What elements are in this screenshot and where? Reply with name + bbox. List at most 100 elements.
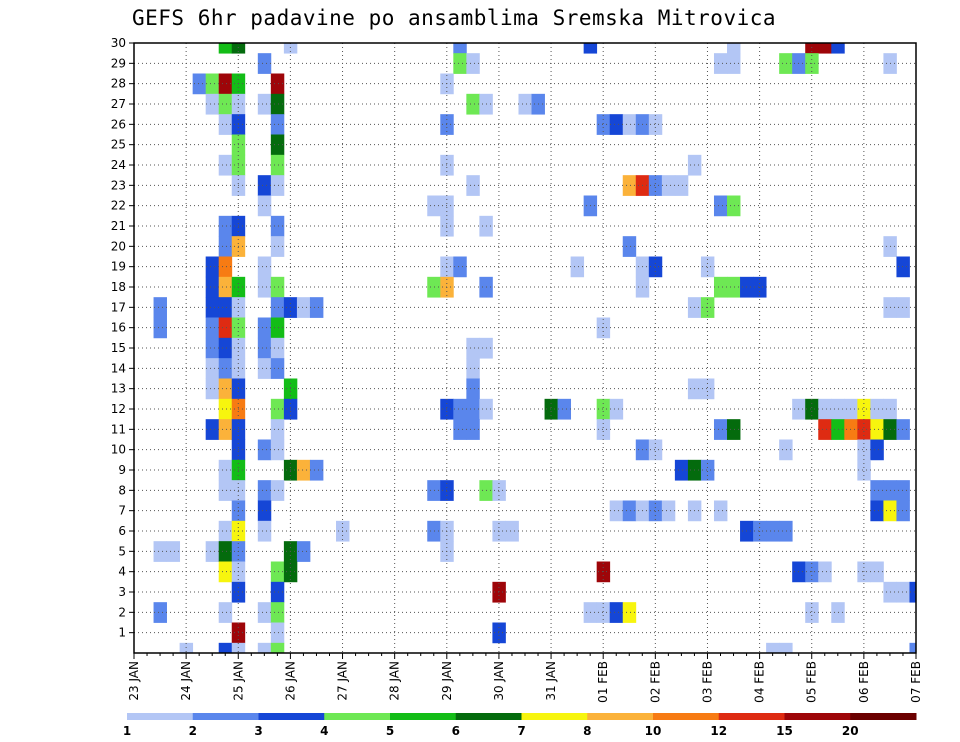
heatmap-cell — [257, 317, 272, 339]
colorbar-segment — [784, 713, 851, 720]
heatmap-cell — [609, 114, 624, 135]
heatmap-cell — [270, 134, 285, 156]
heatmap-cell — [257, 358, 272, 379]
heatmap-cell — [153, 297, 167, 318]
heatmap-cell — [270, 154, 285, 176]
y-tick-label: 4 — [118, 565, 126, 579]
heatmap-cell — [257, 256, 272, 278]
heatmap-cell — [257, 337, 272, 359]
x-tick-label: 26 JAN — [283, 661, 297, 701]
heatmap-cell — [270, 175, 285, 196]
heatmap-cell — [257, 642, 272, 654]
heatmap-cell — [205, 276, 220, 298]
colorbar-segment — [324, 713, 391, 720]
heatmap-cell — [596, 114, 611, 135]
heatmap-cell — [153, 602, 167, 623]
heatmap-cell — [218, 520, 233, 542]
heatmap-cell — [674, 175, 689, 196]
heatmap-cell — [700, 459, 715, 481]
x-tick-label: 24 JAN — [179, 661, 193, 701]
heatmap-cell — [870, 561, 884, 583]
heatmap-cell — [896, 581, 910, 603]
heatmap-cell — [270, 642, 285, 654]
colorbar-label: 6 — [452, 724, 460, 738]
heatmap-cell — [270, 215, 285, 237]
heatmap-cell — [283, 43, 298, 54]
heatmap-cell — [453, 53, 467, 74]
y-tick-label: 22 — [111, 199, 126, 213]
y-tick-label: 12 — [111, 402, 126, 416]
heatmap-cell — [844, 419, 858, 440]
colorbar-segment — [718, 713, 785, 720]
heatmap-cell — [257, 439, 272, 461]
colorbar-segment — [521, 713, 588, 720]
heatmap-cell — [309, 297, 324, 318]
x-tick-label: 27 JAN — [336, 661, 350, 701]
heatmap-cell — [727, 419, 741, 440]
colorbar-segment — [653, 713, 720, 720]
heatmap-cell — [596, 419, 611, 440]
y-tick-label: 29 — [111, 56, 126, 70]
heatmap-cell — [466, 358, 480, 379]
y-tick-label: 30 — [111, 36, 126, 50]
heatmap-cell — [609, 602, 624, 623]
y-tick-label: 7 — [118, 504, 126, 518]
heatmap-cell — [622, 602, 637, 623]
heatmap-cell — [609, 398, 624, 420]
heatmap-cell — [466, 378, 480, 400]
heatmap-cell — [270, 297, 285, 318]
heatmap-cell — [218, 93, 233, 115]
heatmap-cell — [870, 500, 884, 522]
heatmap-cell — [492, 622, 506, 644]
heatmap-cell — [218, 398, 233, 420]
heatmap-cell — [909, 642, 917, 654]
heatmap-cell — [805, 602, 819, 623]
heatmap-cell — [453, 256, 467, 278]
heatmap-cell — [648, 439, 663, 461]
heatmap-cell — [257, 520, 272, 542]
heatmap-cell — [218, 317, 233, 339]
heatmap-cell — [622, 236, 637, 257]
heatmap-cell — [179, 642, 194, 654]
x-tick-label: 28 JAN — [388, 661, 402, 701]
heatmap-cell — [713, 195, 728, 217]
heatmap-cell — [818, 398, 832, 420]
heatmap-cell — [713, 419, 728, 440]
colorbar-segment — [127, 713, 194, 720]
heatmap-cell — [270, 236, 285, 257]
heatmap-cell — [270, 114, 285, 135]
colorbar-segment — [850, 713, 917, 720]
heatmap-cell — [453, 43, 467, 54]
heatmap-cell — [296, 297, 311, 318]
heatmap-cell — [218, 480, 233, 501]
heatmap-cell — [492, 480, 506, 501]
x-tick-label: 06 FEB — [857, 661, 871, 703]
heatmap-cell — [218, 459, 233, 481]
heatmap-cell — [622, 175, 637, 196]
heatmap-cell — [205, 297, 220, 318]
heatmap-cell — [648, 256, 663, 278]
heatmap-cell — [218, 337, 233, 359]
heatmap-cell — [453, 419, 467, 440]
chart-title: GEFS 6hr padavine po ansamblima Sremska … — [132, 6, 777, 30]
heatmap-cell — [831, 43, 845, 54]
colorbar-segment — [192, 713, 259, 720]
heatmap-cell — [257, 602, 272, 623]
y-tick-label: 17 — [111, 300, 126, 314]
y-tick-label: 23 — [111, 178, 126, 192]
heatmap-cell — [205, 256, 220, 278]
heatmap-cell — [492, 581, 506, 603]
heatmap-cell — [674, 459, 689, 481]
heatmap-cell — [257, 175, 272, 196]
heatmap-cell — [648, 175, 663, 196]
x-tick-label: 04 FEB — [753, 661, 767, 703]
heatmap-cell — [896, 297, 910, 318]
heatmap-cell — [270, 581, 285, 603]
y-tick-label: 11 — [111, 422, 126, 436]
y-tick-label: 25 — [111, 138, 126, 152]
heatmap-cell — [896, 500, 910, 522]
heatmap-cell — [296, 459, 311, 481]
heatmap-cell — [700, 256, 715, 278]
heatmap-cell — [779, 439, 793, 461]
